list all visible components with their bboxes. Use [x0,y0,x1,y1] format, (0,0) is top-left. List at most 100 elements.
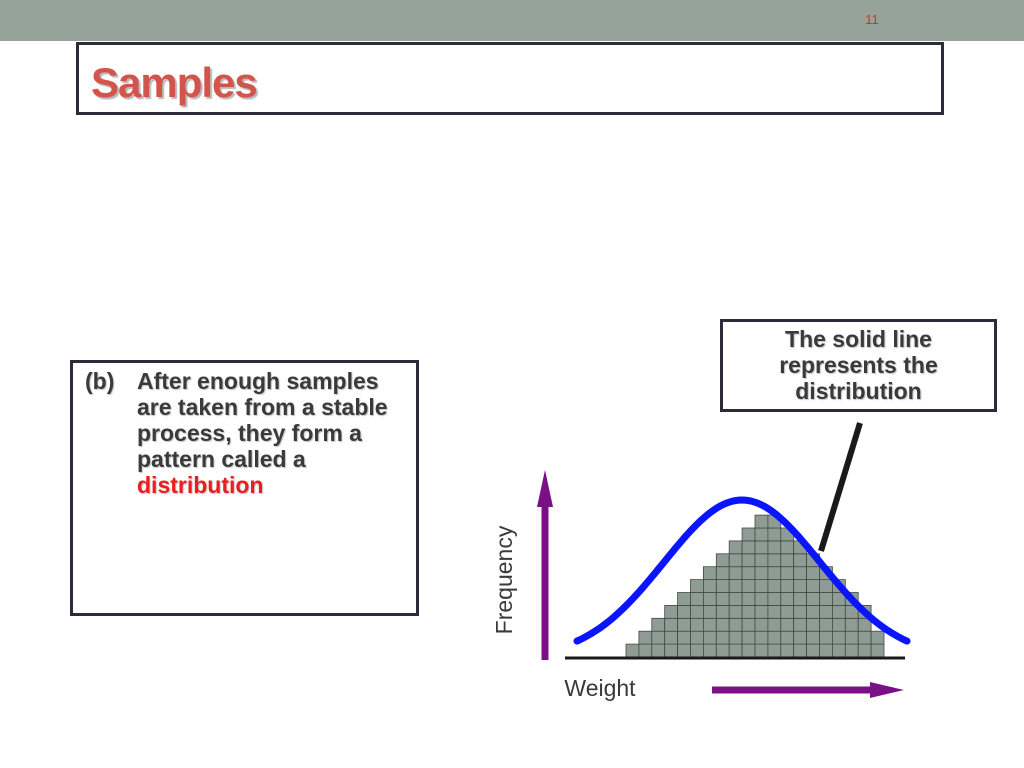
histogram-cell [754,553,769,568]
histogram-cell [715,553,730,568]
histogram-cell [793,592,808,606]
histogram-cell [793,643,808,658]
histogram-cell [780,592,795,606]
histogram-cell [728,592,743,606]
histogram-cell [780,617,795,632]
histogram-cell [857,643,872,658]
histogram-cell [638,630,653,645]
histogram-cell [728,540,743,555]
histogram-cell [806,630,820,645]
histogram-cell [728,579,743,593]
histogram-cell [806,605,820,619]
histogram-cell [767,553,782,568]
item-text-body: After enough samples are taken from a st… [137,368,388,472]
histogram-cell [767,605,782,619]
histogram-cell [767,643,782,658]
histogram-cell [677,617,691,632]
histogram-cell [690,617,704,632]
histogram-cell [793,605,808,619]
histogram-cell [754,514,769,529]
histogram-cell [754,527,769,542]
histogram-cell [664,617,679,632]
histogram-cell [728,566,743,581]
histogram-cell [651,643,666,658]
histogram-cell [715,592,730,606]
histogram-cell [741,527,756,542]
histogram-cell [651,630,666,645]
histogram [625,514,885,658]
histogram-cell [677,605,691,619]
histogram-cell [780,579,795,593]
histogram-cell [806,566,820,581]
histogram-cell [715,643,730,658]
histogram-cell [690,630,704,645]
histogram-cell [819,630,833,645]
histogram-cell [832,630,846,645]
histogram-cell [625,643,640,658]
histogram-cell [703,643,717,658]
histogram-cell [728,553,743,568]
histogram-cell [793,617,808,632]
histogram-cell [703,630,717,645]
histogram-cell [780,566,795,581]
histogram-cell [844,643,859,658]
histogram-cell [832,605,846,619]
histogram-cell [780,630,795,645]
histogram-cell [844,617,859,632]
histogram-cell [767,566,782,581]
histogram-cell [767,617,782,632]
frequency-arrow [537,470,553,660]
histogram-cell [819,605,833,619]
text-panel: (b) After enough samples are taken from … [70,360,419,616]
histogram-cell [780,643,795,658]
histogram-cell [806,617,820,632]
histogram-cell [677,643,691,658]
histogram-cell [767,592,782,606]
histogram-cell [754,617,769,632]
histogram-cell [767,630,782,645]
histogram-cell [741,643,756,658]
histogram-cell [728,643,743,658]
frequency-axis-label: Frequency [491,525,517,634]
histogram-cell [715,566,730,581]
histogram-cell [741,566,756,581]
weight-axis-label: Weight [564,675,636,701]
histogram-cell [715,630,730,645]
histogram-cell [741,540,756,555]
item-marker: (b) [85,368,115,394]
histogram-cell [664,643,679,658]
histogram-cell [844,630,859,645]
item-highlight: distribution [137,472,264,498]
histogram-cell [728,605,743,619]
callout-box: The solid line represents the distributi… [720,319,997,412]
top-bar [0,0,1024,41]
histogram-cell [780,540,795,555]
histogram-cell [754,605,769,619]
histogram-cell [677,592,691,606]
histogram-cell [741,617,756,632]
histogram-cell [741,579,756,593]
title-box: Samples [76,42,944,115]
histogram-cell [741,630,756,645]
histogram-cell [690,605,704,619]
histogram-cell [793,579,808,593]
histogram-cell [780,605,795,619]
histogram-cell [741,553,756,568]
histogram-cell [870,630,885,645]
histogram-cell [703,592,717,606]
histogram-cell [690,643,704,658]
histogram-cell [832,617,846,632]
histogram-cell [819,579,833,593]
histogram-cell [677,630,691,645]
histogram-cell [664,605,679,619]
slide-title: Samples [91,59,258,106]
histogram-cell [754,540,769,555]
histogram-cell [638,643,653,658]
callout-pointer-line [818,422,863,552]
histogram-cell [703,579,717,593]
histogram-cell [832,643,846,658]
weight-arrow [712,682,904,698]
callout-text: The solid line represents the distributi… [779,326,938,404]
histogram-cell [690,592,704,606]
